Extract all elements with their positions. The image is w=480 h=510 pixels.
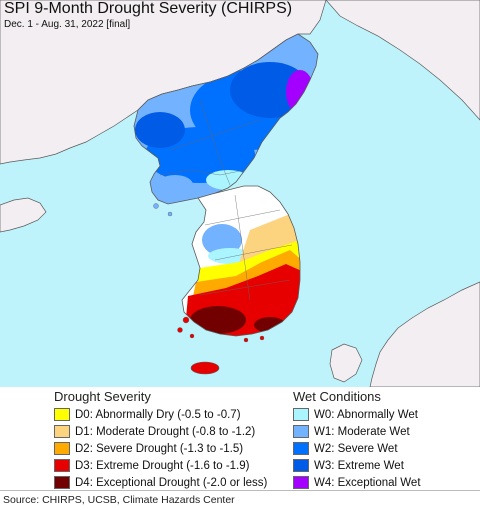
map-panel	[0, 0, 480, 387]
swatch-w4	[293, 476, 309, 489]
drought-legend: Drought Severity D0: Abnormally Dry (-0.…	[54, 388, 267, 491]
wet-legend: Wet Conditions W0: Abnormally Wet W1: Mo…	[293, 388, 421, 491]
legend-item-w4: W4: Exceptional Wet	[293, 474, 421, 491]
legend-item-d4: D4: Exceptional Drought (-2.0 or less)	[54, 474, 267, 491]
china-coast	[0, 197, 47, 233]
japan-island	[329, 343, 363, 383]
province-boundaries	[159, 99, 293, 301]
swatch-w1	[293, 425, 309, 438]
south-korea-drought-fill	[182, 186, 300, 336]
japan-landmass	[369, 281, 480, 387]
legend-item-w1: W1: Moderate Wet	[293, 423, 421, 440]
small-islands-west	[153, 203, 173, 217]
swatch-w2	[293, 442, 309, 455]
source-credit: Source: CHIRPS, UCSB, Climate Hazards Ce…	[3, 494, 235, 506]
legend-label-d1: D1: Moderate Drought (-0.8 to -1.2)	[75, 425, 256, 438]
legend-item-d1: D1: Moderate Drought (-0.8 to -1.2)	[54, 423, 267, 440]
legend-label-w0: W0: Abnormally Wet	[314, 408, 418, 421]
swatch-d4	[54, 476, 70, 489]
footer-divider	[0, 490, 480, 491]
swatch-w0	[293, 408, 309, 421]
russia-landmass	[325, 0, 480, 121]
wet-legend-heading: Wet Conditions	[293, 389, 381, 404]
legend-label-w2: W2: Severe Wet	[314, 442, 398, 455]
jeju-island	[190, 361, 220, 375]
swatch-d2	[54, 442, 70, 455]
legend-label-d0: D0: Abnormally Dry (-0.5 to -0.7)	[75, 408, 241, 421]
legend-item-w0: W0: Abnormally Wet	[293, 406, 421, 423]
legend-label-w4: W4: Exceptional Wet	[314, 476, 421, 489]
map-title: SPI 9-Month Drought Severity (CHIRPS)	[4, 0, 293, 17]
map-subtitle: Dec. 1 - Aug. 31, 2022 [final]	[4, 19, 131, 30]
drought-legend-heading: Drought Severity	[54, 389, 151, 404]
legend-label-w3: W3: Extreme Wet	[314, 459, 404, 472]
swatch-d3	[54, 459, 70, 472]
south-korea-outline	[181, 185, 301, 337]
legend-label-d4: D4: Exceptional Drought (-2.0 or less)	[75, 476, 268, 489]
legend-label-d3: D3: Extreme Drought (-1.6 to -1.9)	[75, 459, 250, 472]
swatch-d1	[54, 425, 70, 438]
legend-item-d3: D3: Extreme Drought (-1.6 to -1.9)	[54, 457, 267, 474]
small-islands	[177, 316, 265, 343]
legend-item-d2: D2: Severe Drought (-1.3 to -1.5)	[54, 440, 267, 457]
legend: Drought Severity D0: Abnormally Dry (-0.…	[0, 388, 480, 491]
legend-label-d2: D2: Severe Drought (-1.3 to -1.5)	[75, 442, 244, 455]
swatch-d0	[54, 408, 70, 421]
legend-label-w1: W1: Moderate Wet	[314, 425, 410, 438]
swatch-w3	[293, 459, 309, 472]
legend-item-w3: W3: Extreme Wet	[293, 457, 421, 474]
north-korea-outline	[133, 33, 319, 205]
legend-item-d0: D0: Abnormally Dry (-0.5 to -0.7)	[54, 406, 267, 423]
legend-item-w2: W2: Severe Wet	[293, 440, 421, 457]
